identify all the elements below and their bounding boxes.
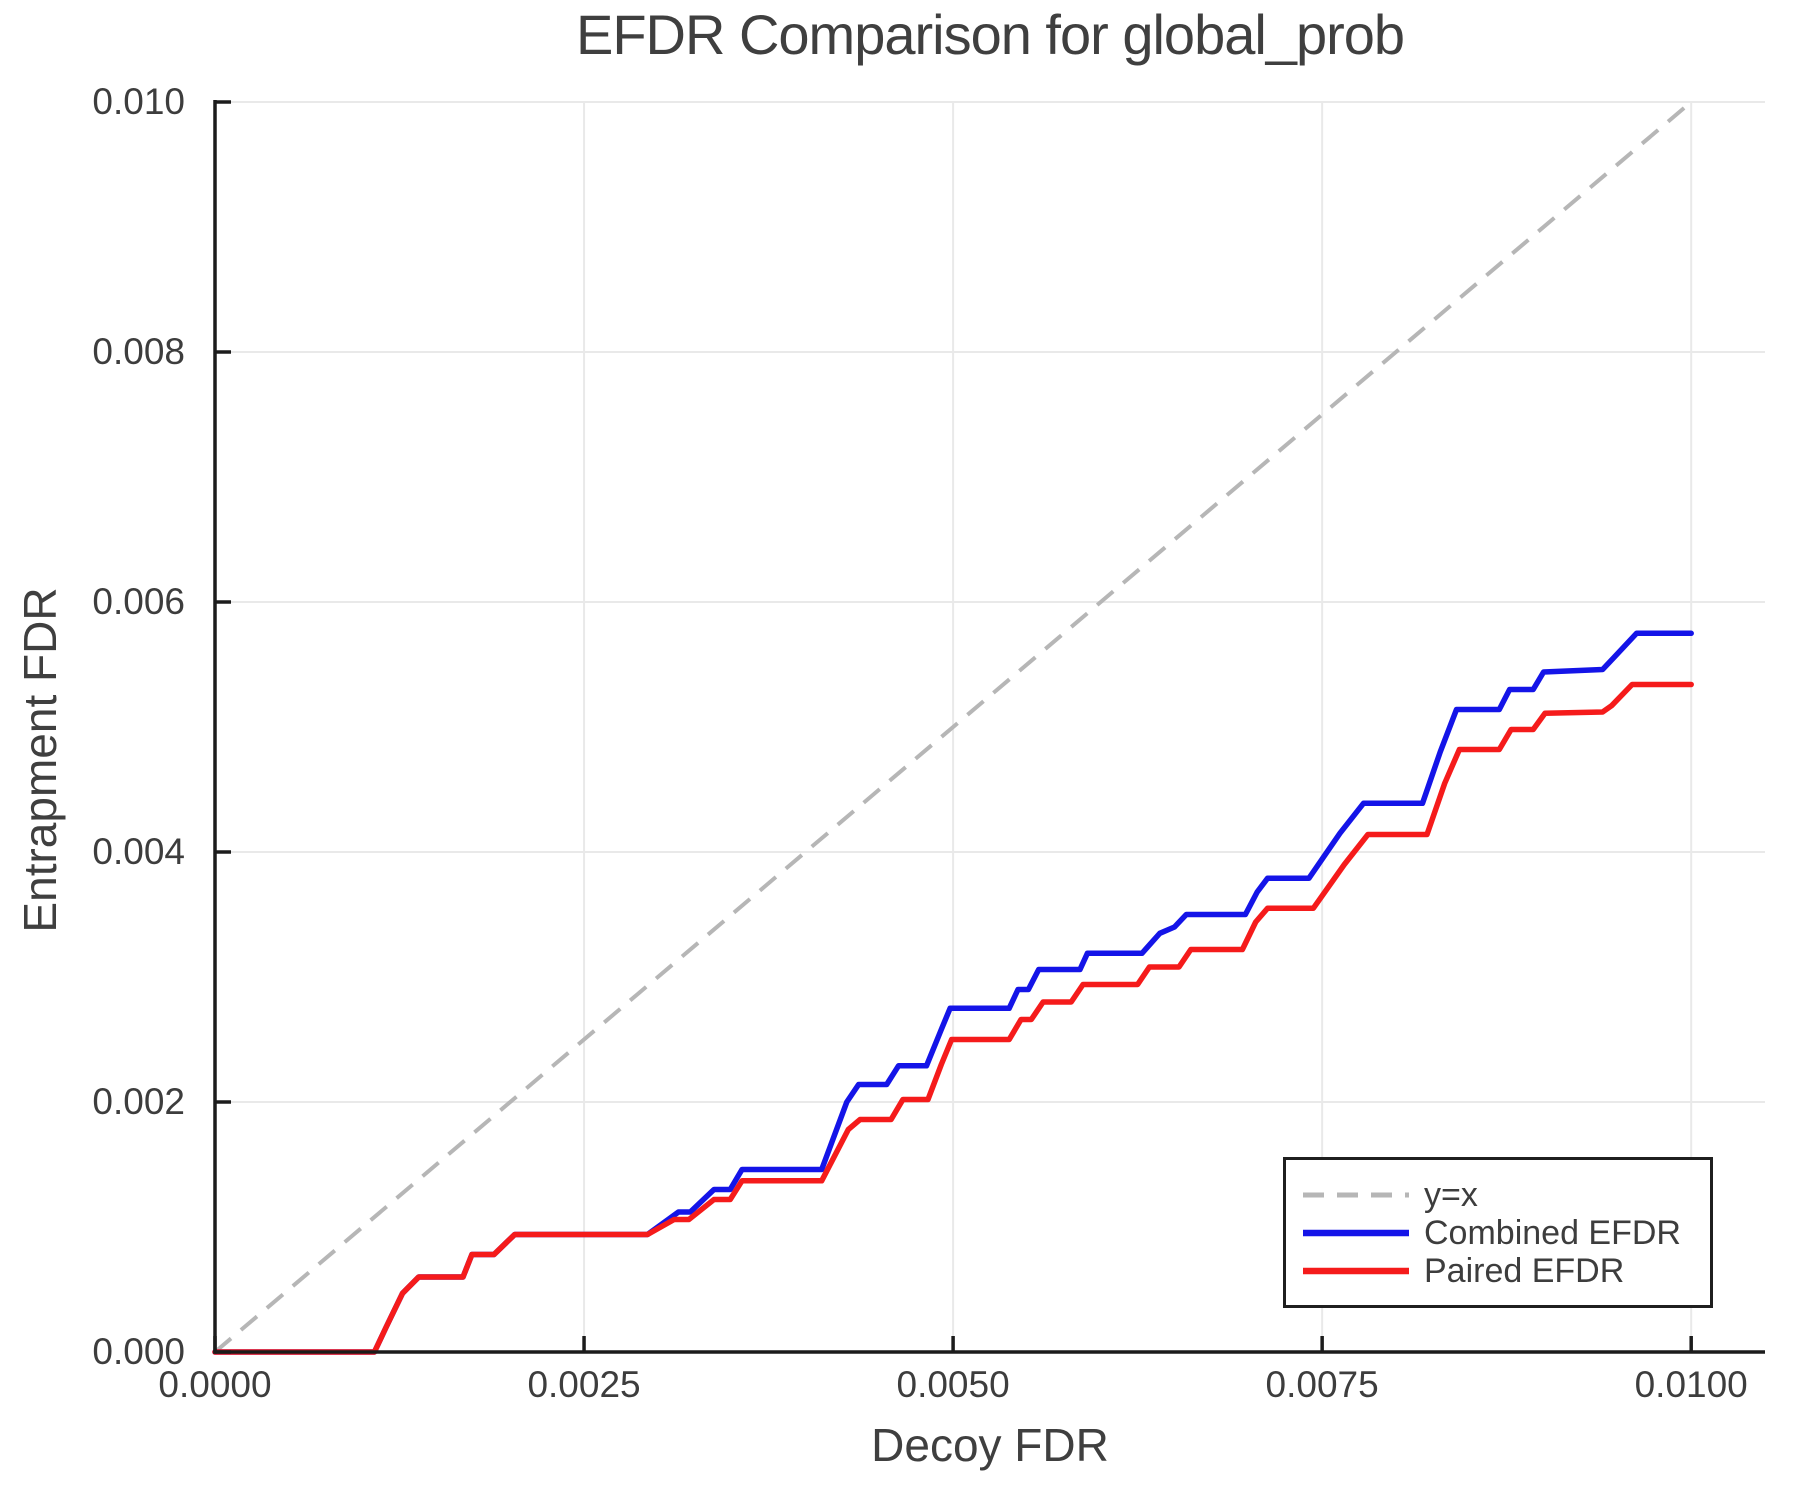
legend-label: Combined EFDR [1424,1213,1681,1252]
legend-label: y=x [1424,1175,1478,1214]
x-tick-label: 0.0075 [1265,1364,1379,1405]
x-tick-label: 0.0000 [158,1364,272,1405]
chart-title: EFDR Comparison for global_prob [575,3,1405,66]
legend-label: Paired EFDR [1424,1251,1625,1290]
y-axis-label: Entrapment FDR [14,587,66,933]
x-axis-label: Decoy FDR [871,1419,1109,1471]
y-tick-label: 0.008 [92,331,185,372]
y-tick-label: 0.002 [92,1081,185,1122]
y-tick-label: 0.006 [92,581,185,622]
x-tick-label: 0.0025 [527,1364,641,1405]
y-tick-label: 0.010 [92,81,185,122]
y-tick-label: 0.004 [92,831,185,872]
series-line-y-x [213,100,1693,1354]
y-tick-label: 0.000 [92,1331,185,1372]
legend-sample-line [1303,1192,1409,1198]
series-line-paired-efdr [212,681,1694,1355]
legend: y=x Combined EFDR Paired EFDR [1283,1157,1713,1308]
x-tick-label: 0.0050 [896,1364,1010,1405]
legend-row: Combined EFDR [1286,1214,1710,1252]
legend-sample-line [1303,1229,1409,1237]
x-tick-label: 0.0100 [1634,1364,1748,1405]
legend-sample-line [1303,1267,1409,1275]
legend-row: y=x [1286,1176,1710,1214]
legend-row: Paired EFDR [1286,1252,1710,1290]
